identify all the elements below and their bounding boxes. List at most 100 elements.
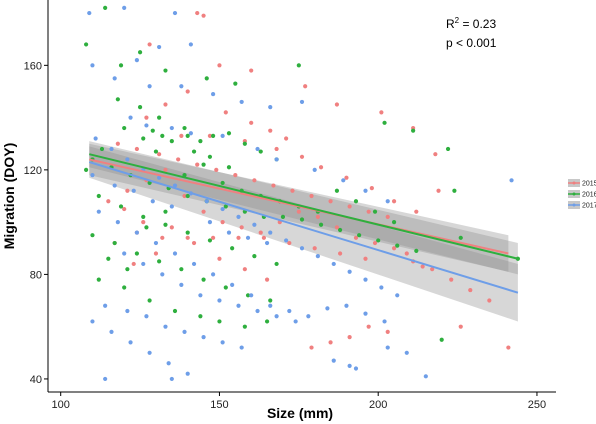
point-2016 xyxy=(353,199,359,204)
point-2017 xyxy=(284,238,289,243)
point-2017 xyxy=(122,251,127,256)
point-2016 xyxy=(96,193,101,199)
point-2016 xyxy=(198,314,203,319)
point-2017 xyxy=(141,261,146,267)
y-axis-title: Migration (DOY) xyxy=(1,143,17,250)
point-2015 xyxy=(318,165,324,170)
point-2016 xyxy=(372,209,378,214)
fit-line-2016 xyxy=(89,153,519,260)
point-2015 xyxy=(506,345,511,350)
point-2017 xyxy=(112,183,117,188)
point-2016 xyxy=(191,149,197,154)
point-2017 xyxy=(268,105,273,110)
point-2016 xyxy=(157,259,162,264)
point-2017 xyxy=(112,76,117,81)
fit-lines xyxy=(88,153,519,294)
point-2016 xyxy=(391,220,397,225)
point-2017 xyxy=(299,246,305,251)
point-2017 xyxy=(363,277,368,282)
point-2016 xyxy=(122,285,127,290)
point-2017 xyxy=(264,240,270,246)
point-2016 xyxy=(258,149,263,154)
point-2017 xyxy=(211,91,216,97)
point-2017 xyxy=(331,261,336,267)
point-2016 xyxy=(172,308,178,314)
point-2016 xyxy=(157,115,162,120)
point-2016 xyxy=(147,298,152,303)
point-2017 xyxy=(220,340,225,345)
point-2017 xyxy=(217,298,222,303)
point-2015 xyxy=(420,264,425,269)
point-2015 xyxy=(185,89,190,94)
point-2015 xyxy=(147,42,152,47)
point-2015 xyxy=(287,240,292,246)
point-2017 xyxy=(90,319,95,324)
point-2016 xyxy=(201,277,206,282)
point-2015 xyxy=(284,136,289,141)
legend: 2015 2016 2017 xyxy=(568,179,596,210)
point-2016 xyxy=(144,225,149,230)
point-2017 xyxy=(201,335,206,340)
point-2016 xyxy=(223,285,228,290)
point-2016 xyxy=(414,248,419,253)
r-squared-value: = 0.23 xyxy=(459,17,496,31)
point-2016 xyxy=(230,246,235,251)
point-2015 xyxy=(160,235,165,240)
point-2015 xyxy=(328,340,333,345)
point-2015 xyxy=(201,209,206,214)
legend-label-2017: 2017 xyxy=(582,203,596,210)
point-2015 xyxy=(201,13,206,18)
point-2017 xyxy=(239,99,244,105)
point-2017 xyxy=(239,345,244,350)
x-tick-label: 250 xyxy=(528,399,546,411)
point-2017 xyxy=(179,282,184,287)
point-2015 xyxy=(249,68,254,73)
point-2015 xyxy=(242,267,247,272)
point-2017 xyxy=(363,311,368,316)
ci-band-2017 xyxy=(89,146,518,322)
point-2015 xyxy=(369,186,374,191)
point-2017 xyxy=(172,251,178,256)
point-2015 xyxy=(385,329,390,334)
point-2017 xyxy=(172,10,178,16)
point-2017 xyxy=(249,293,254,298)
point-2015 xyxy=(233,172,238,178)
point-2015 xyxy=(487,298,492,303)
point-2016 xyxy=(233,81,238,86)
point-2015 xyxy=(191,240,197,246)
point-2017 xyxy=(423,374,428,379)
point-2017 xyxy=(96,209,101,214)
point-2015 xyxy=(106,199,111,204)
point-2015 xyxy=(366,324,371,329)
point-2017 xyxy=(188,131,193,136)
point-2015 xyxy=(179,133,184,138)
confidence-bands xyxy=(89,141,518,322)
point-2016 xyxy=(103,5,108,10)
point-2015 xyxy=(223,110,228,115)
point-2015 xyxy=(261,235,266,240)
point-2015 xyxy=(163,102,168,107)
point-2016 xyxy=(182,125,187,131)
point-2016 xyxy=(198,139,203,144)
point-2017 xyxy=(147,84,152,89)
fit-line-2015 xyxy=(89,158,509,255)
point-2015 xyxy=(449,277,454,282)
point-2015 xyxy=(217,63,222,68)
point-2017 xyxy=(191,261,197,267)
point-2016 xyxy=(204,76,209,81)
point-2016 xyxy=(299,217,305,222)
point-2017 xyxy=(198,293,203,298)
point-2016 xyxy=(242,324,247,329)
point-2016 xyxy=(334,188,340,193)
point-2017 xyxy=(315,254,320,259)
x-axis-title: Size (mm) xyxy=(267,405,333,421)
point-2017 xyxy=(134,230,139,235)
point-2015 xyxy=(169,225,174,230)
point-2017 xyxy=(103,376,108,382)
data-points xyxy=(84,5,521,382)
point-2015 xyxy=(271,183,276,188)
point-2016 xyxy=(280,214,286,220)
legend-key-dot xyxy=(572,181,576,185)
point-2016 xyxy=(226,131,232,136)
